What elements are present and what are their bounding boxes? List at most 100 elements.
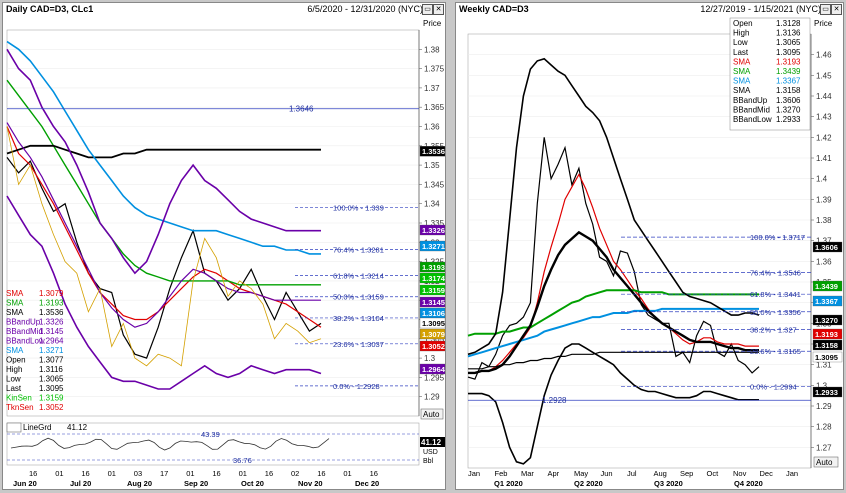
weekly-ytick-label: 1.42 bbox=[816, 133, 832, 142]
daily-price-tag-label: 1.3174 bbox=[422, 274, 445, 283]
daily-legend-key: SMA bbox=[6, 308, 24, 317]
daily-xtick-day-label: 16 bbox=[370, 469, 378, 478]
daily-xtick-day-label: 16 bbox=[29, 469, 37, 478]
weekly-legend-key: Last bbox=[733, 48, 749, 57]
daily-price-label: Price bbox=[423, 19, 442, 28]
daily-legend-key: Low bbox=[6, 375, 21, 384]
weekly-ytick-label: 1.44 bbox=[816, 92, 832, 101]
weekly-legend-value: 1.3193 bbox=[776, 57, 801, 66]
daily-price-tag-label: 1.3326 bbox=[422, 226, 445, 235]
daily-legend-value: 1.3271 bbox=[39, 346, 64, 355]
weekly-price-tag-label: 1.3158 bbox=[815, 341, 838, 350]
weekly-legend-key: BBandUp bbox=[733, 96, 768, 105]
daily-series-sma-line bbox=[6, 144, 321, 159]
daily-legend-value: 1.3077 bbox=[39, 356, 64, 365]
weekly-ytick-label: 1.27 bbox=[816, 443, 832, 452]
weekly-legend-key: High bbox=[733, 29, 749, 38]
daily-indicator-value: 41.12 bbox=[67, 423, 88, 432]
weekly-legend-value: 1.3128 bbox=[776, 19, 801, 28]
weekly-fib-label: 50.0% - 1.3356 bbox=[750, 308, 801, 317]
daily-legend-key: BBandMid bbox=[6, 327, 43, 336]
daily-fib-label: 0.0% - 1.2928 bbox=[333, 382, 380, 391]
daily-indicator-axis-label: USD bbox=[423, 449, 438, 456]
daily-price-tag-label: 1.3145 bbox=[422, 298, 445, 307]
daily-series-bbandmid-line bbox=[6, 122, 321, 328]
daily-price-tag bbox=[419, 340, 445, 352]
weekly-legend-key: SMA bbox=[733, 67, 751, 76]
daily-price-tag-label: 1.3095 bbox=[422, 319, 445, 328]
daily-indicator-level-label: 43.39 bbox=[201, 430, 220, 439]
minimize-icon[interactable]: ▭ bbox=[820, 4, 831, 15]
weekly-price-tag-label: 1.3439 bbox=[815, 282, 838, 291]
weekly-series-sma-line bbox=[468, 351, 759, 370]
weekly-xtick-month-label: Jan bbox=[468, 469, 480, 478]
weekly-chart-title: Weekly CAD=D3 bbox=[459, 4, 529, 14]
daily-price-tag bbox=[419, 328, 445, 340]
weekly-ytick-label: 1.39 bbox=[816, 195, 832, 204]
daily-legend-value: 1.3536 bbox=[39, 308, 64, 317]
weekly-ytick-label: 1.46 bbox=[816, 51, 832, 60]
daily-legend-key: TknSen bbox=[6, 403, 34, 412]
daily-price-tag bbox=[419, 240, 445, 252]
weekly-xtick-quarter-label: Q1 2020 bbox=[494, 479, 523, 488]
daily-xtick-day-label: 16 bbox=[81, 469, 89, 478]
daily-ytick-label: 1.365 bbox=[424, 103, 445, 112]
weekly-legend-key: SMA bbox=[733, 86, 751, 95]
daily-price-tag-label: 1.3106 bbox=[422, 309, 445, 318]
close-icon[interactable]: ✕ bbox=[433, 4, 444, 15]
weekly-xtick-month-label: Nov bbox=[733, 469, 747, 478]
weekly-xtick-month-label: Apr bbox=[548, 469, 560, 478]
weekly-fib-label: 61.8% - 1.3441 bbox=[750, 290, 801, 299]
weekly-ytick-label: 1.45 bbox=[816, 71, 832, 80]
weekly-ytick-label: 1.3 bbox=[816, 381, 828, 390]
weekly-fib-label: 76.4% - 1.3546 bbox=[750, 268, 801, 277]
weekly-legend-box bbox=[729, 17, 811, 131]
weekly-auto-button bbox=[813, 456, 839, 468]
weekly-xtick-month-label: May bbox=[574, 469, 588, 478]
weekly-price-tag-label: 1.3606 bbox=[815, 243, 838, 252]
daily-indicator-tag bbox=[420, 437, 445, 447]
weekly-chart-canvas[interactable]: 1.461.451.441.431.421.411.41.391.381.371… bbox=[456, 16, 843, 490]
daily-series-clc1-line bbox=[6, 126, 322, 367]
daily-xtick-day-label: 01 bbox=[343, 469, 351, 478]
daily-xtick-day-label: 01 bbox=[186, 469, 194, 478]
daily-chart-window[interactable]: Daily CAD=D3, CLc1 6/5/2020 - 12/31/2020… bbox=[2, 2, 446, 490]
weekly-chart-window[interactable]: Weekly CAD=D3 12/27/2019 - 1/15/2021 (NY… bbox=[455, 2, 844, 490]
daily-xtick-day-label: 16 bbox=[317, 469, 325, 478]
daily-xtick-day-label: 01 bbox=[55, 469, 63, 478]
weekly-price-tag-label: 1.3193 bbox=[815, 330, 838, 339]
daily-price-tag bbox=[419, 284, 445, 296]
daily-indicator-label: LineGrd bbox=[23, 423, 51, 432]
daily-legend-value: 1.2964 bbox=[39, 337, 64, 346]
daily-price-tag bbox=[419, 146, 445, 157]
daily-indicator-level-label: 36.76 bbox=[233, 456, 252, 465]
daily-fib-label: 38.2% - 1.3104 bbox=[333, 314, 384, 323]
daily-chart-canvas[interactable]: 1.381.3751.371.3651.361.3551.351.3451.34… bbox=[3, 16, 445, 490]
weekly-fib-label: 0.0% - 1.2994 bbox=[750, 383, 797, 392]
weekly-series-cad-d3-line bbox=[467, 137, 760, 380]
weekly-legend-value: 1.3065 bbox=[776, 38, 801, 47]
daily-legend-value: 1.3065 bbox=[39, 375, 64, 384]
weekly-legend-key: SMA bbox=[733, 77, 751, 86]
daily-price-tag-label: 1.3079 bbox=[422, 330, 445, 339]
weekly-ytick-label: 1.31 bbox=[816, 361, 832, 370]
daily-legend-value: 1.3193 bbox=[39, 299, 64, 308]
daily-chart-range: 6/5/2020 - 12/31/2020 (NYC) bbox=[307, 4, 423, 14]
daily-price-tag-label: 1.3271 bbox=[422, 242, 445, 251]
daily-series-bbandlow-line bbox=[6, 195, 322, 390]
daily-xtick-day-label: 16 bbox=[212, 469, 220, 478]
close-icon[interactable]: ✕ bbox=[831, 4, 842, 15]
daily-legend-key: BBandLow bbox=[6, 337, 45, 346]
daily-price-tag-label: 1.2964 bbox=[422, 365, 445, 374]
daily-ytick-label: 1.375 bbox=[424, 65, 445, 74]
weekly-xtick-quarter-label: Q3 2020 bbox=[654, 479, 683, 488]
daily-fib-label: 50.0% - 1.3159 bbox=[333, 293, 384, 302]
daily-indicator-tag-label: 41.12 bbox=[421, 438, 442, 447]
weekly-xtick-month-label: Aug bbox=[654, 469, 667, 478]
daily-legend-value: 1.3159 bbox=[39, 394, 64, 403]
daily-ytick-label: 1.37 bbox=[424, 84, 440, 93]
weekly-price-tag bbox=[812, 295, 843, 307]
minimize-icon[interactable]: ▭ bbox=[422, 4, 433, 15]
weekly-horizontal-line-label: 1.2928 bbox=[542, 396, 567, 405]
daily-indicator-line bbox=[10, 437, 330, 451]
